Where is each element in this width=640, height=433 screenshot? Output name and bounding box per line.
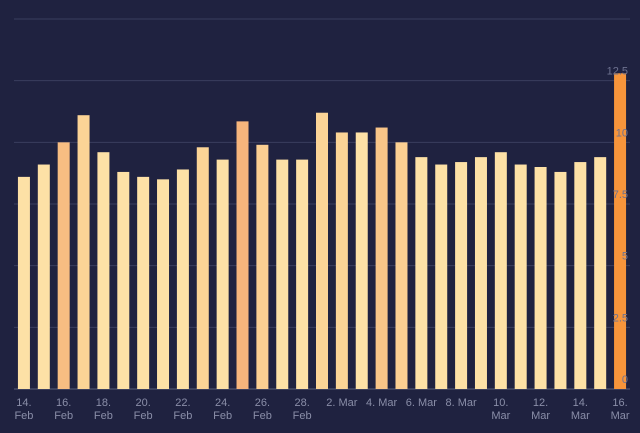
bar — [236, 121, 249, 389]
bar — [554, 171, 567, 389]
bar — [37, 164, 50, 389]
bar — [455, 162, 468, 389]
bar — [614, 73, 627, 390]
bar — [57, 142, 70, 389]
bar — [594, 157, 607, 389]
x-tick-label: 16. Feb — [54, 397, 74, 422]
y-tick-label: 5 — [622, 251, 628, 263]
y-tick-label: 10 — [616, 127, 628, 139]
y-tick-label: 0 — [622, 374, 628, 386]
bar — [97, 152, 110, 389]
bar — [196, 147, 209, 389]
bar — [296, 159, 309, 389]
x-tick-label: 14. Mar — [570, 397, 590, 422]
x-tick-label: 16. Mar — [610, 397, 630, 422]
bar — [316, 112, 328, 389]
bar — [534, 167, 547, 389]
bar — [276, 159, 289, 389]
bar — [494, 152, 507, 389]
y-tick-label: 7.5 — [613, 189, 628, 201]
bar — [435, 164, 448, 389]
y-tick-label: 12.5 — [607, 66, 628, 78]
bar — [216, 159, 229, 389]
bar — [395, 142, 408, 389]
x-tick-label: 14. Feb — [14, 397, 34, 422]
x-tick-label: 12. Mar — [531, 397, 551, 422]
x-tick-label: 4. Mar — [366, 397, 398, 409]
x-tick-label: 8. Mar — [445, 397, 477, 409]
bar — [514, 164, 527, 389]
bar — [176, 169, 189, 389]
x-tick-label: 20. Feb — [133, 397, 153, 422]
bar — [117, 171, 130, 389]
bar — [474, 157, 487, 389]
bar — [77, 115, 90, 389]
x-tick-label: 6. Mar — [405, 397, 437, 409]
x-tick-label: 10. Mar — [491, 397, 511, 422]
bar — [415, 157, 428, 389]
bar — [335, 132, 348, 389]
bar — [355, 132, 368, 389]
x-tick-label: 22. Feb — [173, 397, 193, 422]
bar — [137, 176, 150, 389]
y-tick-label: 2.5 — [613, 312, 628, 324]
x-tick-label: 26. Feb — [252, 397, 272, 422]
bar — [17, 176, 30, 389]
x-tick-label: 28. Feb — [292, 397, 312, 422]
bar — [256, 144, 269, 389]
bar — [375, 127, 388, 390]
bar — [157, 179, 170, 389]
bar — [574, 162, 587, 389]
x-tick-label: 18. Feb — [93, 397, 113, 422]
x-tick-label: 2. Mar — [326, 397, 358, 409]
x-tick-label: 24. Feb — [213, 397, 233, 422]
